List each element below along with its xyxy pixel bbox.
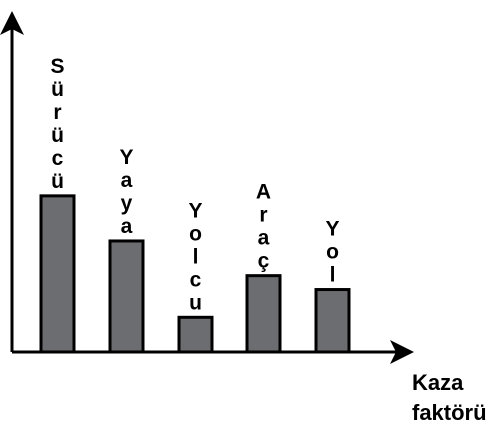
bar-yol xyxy=(314,288,351,354)
bar-sürücü xyxy=(39,194,76,354)
bar-araç xyxy=(245,274,282,354)
bar-yolcu xyxy=(177,315,214,354)
bar-yaya xyxy=(108,239,145,354)
x-axis-title-line-1: Kaza xyxy=(412,370,464,395)
bars-layer xyxy=(39,194,351,354)
x-axis-title-line-2: faktörü xyxy=(412,400,487,425)
